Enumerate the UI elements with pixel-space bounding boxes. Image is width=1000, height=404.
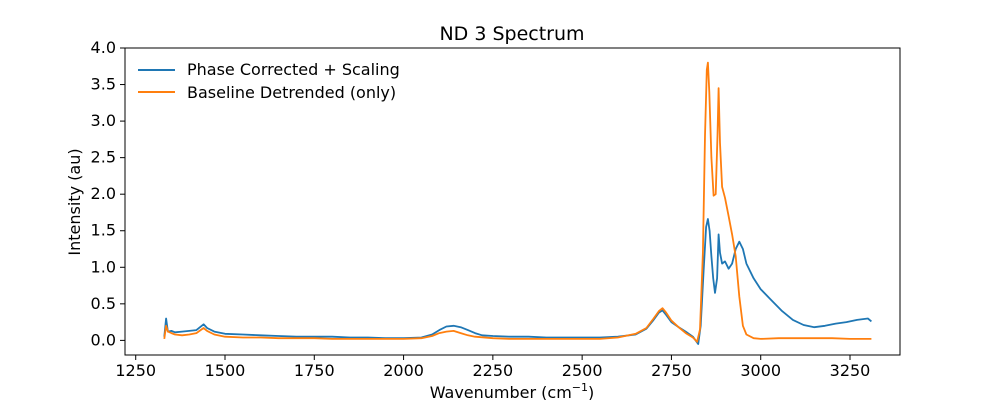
x-tick-label: 2750 <box>651 361 692 380</box>
series-line-baseline-detrended <box>163 61 872 343</box>
legend-label-baseline-detrended: Baseline Detrended (only) <box>187 83 396 102</box>
chart-title: ND 3 Spectrum <box>439 23 584 45</box>
x-axis: 1250 1500 1750 2000 2250 2500 2750 3000 3250 <box>115 355 870 380</box>
y-axis: 0.0 0.5 1.0 1.5 2.0 2.5 3.0 3.5 4.0 <box>91 38 125 349</box>
x-axis-label-superscript: −1 <box>572 381 588 394</box>
legend: Phase Corrected + Scaling Baseline Detre… <box>138 60 400 102</box>
y-tick-label: 4.0 <box>91 38 116 57</box>
x-tick-label: 3250 <box>830 361 871 380</box>
y-tick-label: 1.5 <box>91 221 116 240</box>
y-tick-label: 2.0 <box>91 184 116 203</box>
y-tick-label: 2.5 <box>91 148 116 167</box>
series-group <box>163 61 872 345</box>
y-tick-label: 0.0 <box>91 330 116 349</box>
y-tick-label: 1.0 <box>91 257 116 276</box>
y-tick-label: 3.5 <box>91 75 116 94</box>
y-tick-label: 3.0 <box>91 111 116 130</box>
x-tick-label: 3000 <box>740 361 781 380</box>
plot-frame <box>124 47 901 356</box>
x-tick-label: 2500 <box>562 361 603 380</box>
x-tick-label: 1750 <box>294 361 335 380</box>
y-tick-label: 0.5 <box>91 294 116 313</box>
x-tick-label: 2250 <box>472 361 513 380</box>
x-axis-label-main: Wavenumber (cm <box>430 383 572 400</box>
x-tick-label: 1500 <box>205 361 246 380</box>
x-axis-label: Wavenumber (cm−1) <box>430 381 595 400</box>
x-tick-label: 1250 <box>115 361 156 380</box>
y-axis-label: Intensity (au) <box>65 148 84 255</box>
legend-label-phase-corrected: Phase Corrected + Scaling <box>187 60 400 79</box>
x-axis-label-suffix: ) <box>588 383 594 400</box>
x-tick-label: 2000 <box>383 361 424 380</box>
